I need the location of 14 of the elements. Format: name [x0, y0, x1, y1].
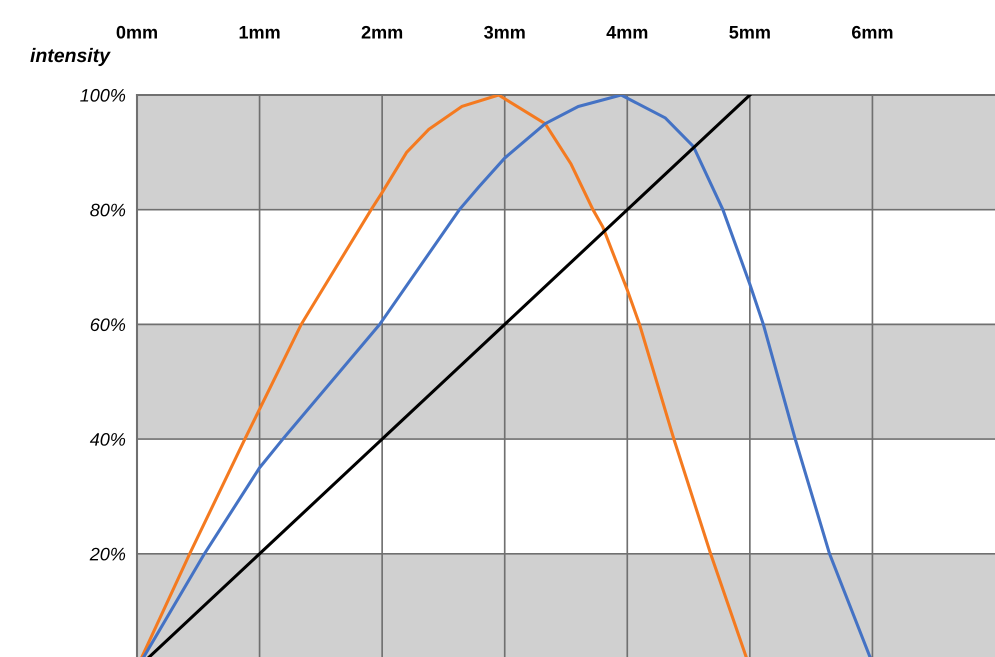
x-tick-label: 4mm: [606, 26, 648, 38]
y-tick-label: 60%: [90, 318, 126, 332]
y-axis-title: intensity: [30, 48, 111, 66]
y-tick-label: 20%: [90, 548, 126, 560]
y-tick-label: 100%: [80, 88, 126, 102]
x-tick-label: 2mm: [362, 26, 402, 38]
x-tick-label: 1mm: [240, 26, 280, 38]
y-tick-label: 40%: [90, 433, 126, 446]
x-tick-label: 3mm: [484, 26, 525, 39]
x-tick-label: 6mm: [852, 26, 892, 39]
y-tick-label: 80%: [90, 204, 126, 216]
line-series: [142, 95, 872, 657]
x-tick-label: 5mm: [729, 26, 770, 39]
x-tick-label: 0mm: [116, 26, 157, 39]
